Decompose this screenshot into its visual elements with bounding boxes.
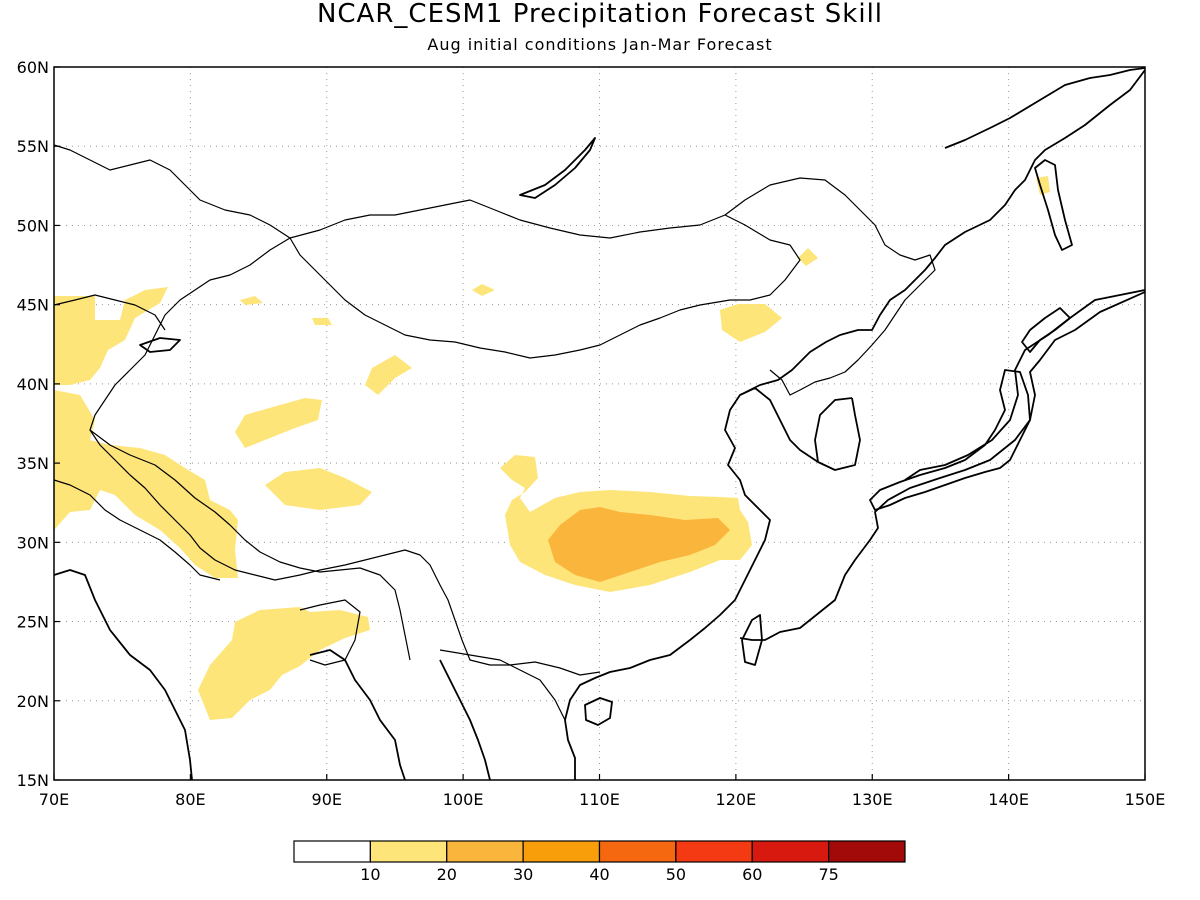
colorbar-label: 50 (666, 865, 686, 884)
colorbar-label: 10 (360, 865, 380, 884)
colorbar-label: 60 (742, 865, 762, 884)
border-mongolia (289, 199, 801, 359)
skill-region-mongolia-east (720, 304, 782, 342)
map-panel: 70E 80E 90E 100E 110E 120E 130E 140E 150E 15N 20N 2… (17, 58, 1166, 809)
lat-tick-label: 45N (17, 296, 49, 315)
country-borders (53, 144, 936, 721)
coastline-hainan (584, 697, 613, 726)
coastline-east-asia (564, 69, 1146, 780)
lat-tick-label: 15N (17, 771, 49, 790)
lon-tick-label: 140E (988, 790, 1029, 809)
colorbar-label: 30 (513, 865, 533, 884)
lon-tick-label: 90E (312, 790, 342, 809)
skill-region-manchuria (798, 248, 818, 266)
map-title: NCAR_CESM1 Precipitation Forecast Skill (317, 0, 883, 29)
colorbar-swatch (293, 840, 371, 863)
lake-balkhash (139, 337, 181, 353)
colorbar-swatch (522, 840, 601, 863)
colorbar-label: 40 (589, 865, 609, 884)
coastline-taiwan (741, 614, 763, 666)
lon-tick-label: 100E (443, 790, 484, 809)
coastline-okhotsk (944, 67, 1146, 149)
skill-region-dzungaria-2 (312, 318, 332, 325)
lake-baikal (519, 137, 596, 199)
skill-region-bengal (198, 607, 370, 720)
border-china-west (89, 237, 601, 676)
map-subtitle: Aug initial conditions Jan-Mar Forecast (427, 35, 772, 54)
axis-ticks: 70E 80E 90E 100E 110E 120E 130E 140E 150E 15N 20N 2… (17, 58, 1166, 809)
colorbar-label: 75 (818, 865, 838, 884)
colorbar-swatch (828, 840, 906, 863)
skill-region-mongolia-west (472, 284, 495, 296)
skill-region-tibet-south (265, 468, 372, 510)
colorbar-swatch (369, 840, 448, 863)
coastline-japan (869, 307, 1071, 511)
coastline-sakhalin (1034, 159, 1073, 251)
coastlines (53, 67, 1146, 781)
lat-tick-label: 50N (17, 216, 49, 235)
border-manchuria (724, 177, 936, 396)
colorbar-swatch (598, 840, 677, 863)
lat-tick-label: 20N (17, 692, 49, 711)
skill-region-dzungaria-1 (240, 296, 263, 305)
colorbar: 10 20 30 40 50 60 75 (293, 840, 906, 884)
lon-tick-label: 80E (175, 790, 205, 809)
coastline-south-asia (53, 569, 491, 781)
colorbar-label: 20 (437, 865, 457, 884)
lat-tick-label: 40N (17, 375, 49, 394)
gridlines (54, 67, 1145, 780)
lat-tick-label: 30N (17, 533, 49, 552)
colorbar-swatch (751, 840, 830, 863)
skill-region-qinghai (365, 355, 412, 395)
lat-tick-label: 25N (17, 613, 49, 632)
lon-tick-label: 110E (579, 790, 620, 809)
lon-tick-label: 70E (39, 790, 69, 809)
skill-region-west-edge (54, 287, 168, 385)
lat-tick-label: 55N (17, 137, 49, 156)
skill-region-tibet-north (235, 398, 322, 448)
lat-tick-label: 60N (17, 58, 49, 77)
lon-tick-label: 130E (852, 790, 893, 809)
lat-tick-label: 35N (17, 454, 49, 473)
colorbar-swatch (675, 840, 753, 863)
border-south-asia (53, 429, 566, 721)
skill-region-central-china-core (548, 507, 730, 582)
border-central-asia (53, 144, 291, 331)
skill-region-himalaya-west (54, 390, 238, 578)
lon-tick-label: 120E (716, 790, 757, 809)
lon-tick-label: 150E (1125, 790, 1166, 809)
colorbar-swatch (446, 840, 524, 863)
skill-shading (54, 176, 1050, 720)
